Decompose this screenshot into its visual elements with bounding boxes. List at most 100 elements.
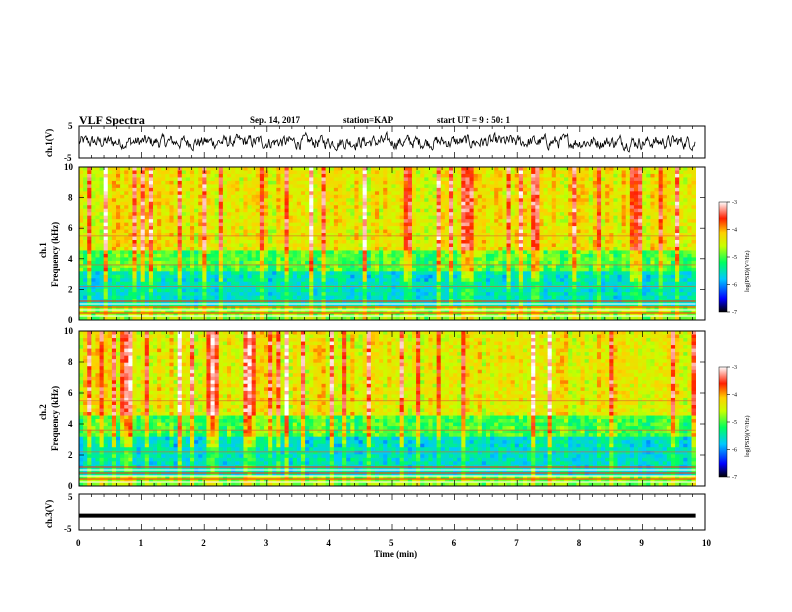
spectrogram-cell xyxy=(543,250,549,255)
spectrogram-cell xyxy=(358,173,364,178)
spectrogram-cell xyxy=(317,180,322,185)
spectrogram-cell xyxy=(144,219,150,224)
spectrogram-cell xyxy=(148,236,154,241)
spectrogram-cell xyxy=(490,219,495,224)
spectrogram-cell xyxy=(95,253,100,258)
spectrogram-cell xyxy=(370,173,376,178)
spectrogram-cell xyxy=(592,233,598,237)
spectrogram-cell xyxy=(494,222,499,227)
spectrogram-cell xyxy=(498,215,503,220)
spectrogram-cell xyxy=(510,257,516,262)
spectrogram-cell xyxy=(633,194,639,199)
spectrogram-cell xyxy=(465,226,470,230)
spectrogram-cell xyxy=(399,215,405,220)
spectrogram-cell xyxy=(296,240,302,244)
spectrogram-cell xyxy=(300,173,306,178)
spectrogram-cell xyxy=(132,212,137,217)
spectrogram-cell xyxy=(103,233,109,237)
spectrogram-cell xyxy=(177,184,183,189)
spectrogram-cell xyxy=(99,173,105,178)
spectrogram-cell xyxy=(136,240,142,244)
spectrogram-cell xyxy=(99,226,105,230)
spectrogram-cell xyxy=(453,208,458,213)
spectrogram-cell xyxy=(424,226,429,230)
spectrogram-cell xyxy=(272,240,277,244)
spectrogram-cell xyxy=(596,240,602,244)
spectrogram-cell xyxy=(169,264,174,269)
spectrogram-cell xyxy=(288,208,294,213)
spectrogram-cell xyxy=(370,184,376,189)
spectrogram-cell xyxy=(588,264,594,269)
spectrogram-cell xyxy=(658,246,664,251)
spectrogram-cell xyxy=(374,177,380,182)
spectrogram-cell xyxy=(613,260,618,265)
spectrogram-cell xyxy=(103,212,109,217)
spectrogram-cell xyxy=(165,198,170,203)
spectrogram-cell xyxy=(235,271,240,276)
spectrogram-cell xyxy=(510,271,516,276)
spectrogram-cell xyxy=(391,191,396,196)
spectrogram-cell xyxy=(625,222,631,227)
spectrogram-cell xyxy=(288,215,294,220)
spectrogram-cell xyxy=(161,246,166,251)
spectrogram-cell xyxy=(185,187,191,192)
spectrogram-cell xyxy=(485,233,491,237)
spectrogram-cell xyxy=(679,173,684,178)
spectrogram-cell xyxy=(572,205,577,210)
spectrogram-cell xyxy=(399,250,405,255)
spectrogram-cell xyxy=(107,184,113,189)
spectrogram-cell xyxy=(395,205,401,210)
spectrogram-cell xyxy=(490,191,495,196)
spectrogram-cell xyxy=(226,240,232,244)
spectrogram-cell xyxy=(543,187,549,192)
spectrogram-cell xyxy=(485,194,491,199)
spectrogram-cell xyxy=(621,264,627,269)
spectrogram-cell xyxy=(235,191,240,196)
spectrogram-cell xyxy=(469,222,475,227)
spectrogram-cell xyxy=(226,246,232,251)
spectrogram-cell xyxy=(387,198,392,203)
spectrogram-cell xyxy=(218,226,224,230)
spectrogram-cell xyxy=(247,226,253,230)
spectrogram-cell xyxy=(420,201,425,206)
spectrogram-cell xyxy=(128,229,133,234)
spectrogram-cell xyxy=(432,222,438,227)
spectrogram-cell xyxy=(522,274,528,279)
spectrogram-cell xyxy=(531,194,536,199)
spectrogram-cell xyxy=(280,267,285,272)
spectrogram-cell xyxy=(177,198,183,203)
spectrogram-cell xyxy=(288,198,294,203)
spectrogram-cell xyxy=(103,219,109,224)
spectrogram-cell xyxy=(666,191,672,196)
spectrogram-cell xyxy=(473,250,479,255)
spectrogram-cell xyxy=(251,184,257,189)
spectrogram-cell xyxy=(313,194,318,199)
spectrogram-cell xyxy=(662,250,668,255)
spectrogram-cell xyxy=(633,250,639,255)
spectrogram-cell xyxy=(255,212,261,217)
spectrogram-cell xyxy=(679,260,684,265)
spectrogram-cell xyxy=(613,205,618,210)
spectrogram-cell xyxy=(531,257,536,262)
spectrogram-cell xyxy=(116,222,121,227)
spectrogram-cell xyxy=(202,205,207,210)
spectrogram-cell xyxy=(416,173,421,178)
spectrogram-cell xyxy=(313,205,318,210)
spectrogram-cell xyxy=(568,194,573,199)
spectrogram-cell xyxy=(518,274,524,279)
spectrogram-cell xyxy=(485,187,491,192)
spectrogram-cell xyxy=(448,240,454,244)
spectrogram-cell xyxy=(333,233,339,237)
spectrogram-cell xyxy=(198,194,203,199)
spectrogram-cell xyxy=(218,271,224,276)
spectrogram-cell xyxy=(161,170,166,175)
spectrogram-cell xyxy=(214,212,220,217)
spectrogram-cell xyxy=(132,173,137,178)
spectrogram-cell xyxy=(350,229,355,234)
spectrogram-cell xyxy=(658,184,664,189)
spectrogram-cell xyxy=(646,236,651,241)
spectrogram-cell xyxy=(173,187,179,192)
spectrogram-cell xyxy=(646,173,651,178)
spectrogram-cell xyxy=(527,201,532,206)
